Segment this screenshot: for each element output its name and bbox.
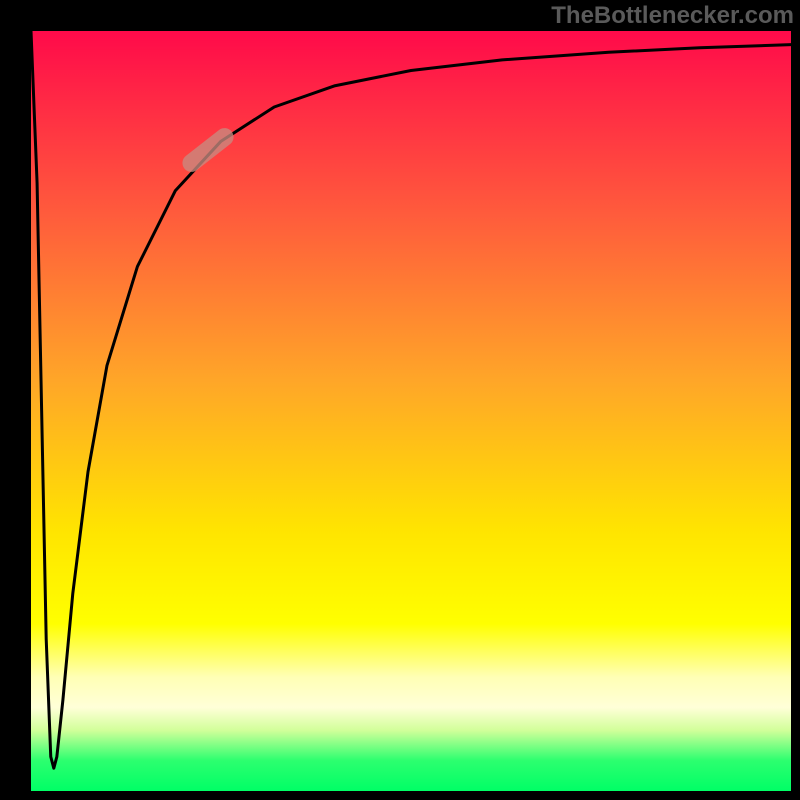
plot-area	[31, 31, 791, 791]
curve-svg	[31, 31, 791, 791]
bottleneck-curve-path	[31, 31, 791, 768]
watermark-text: TheBottlenecker.com	[551, 2, 794, 30]
